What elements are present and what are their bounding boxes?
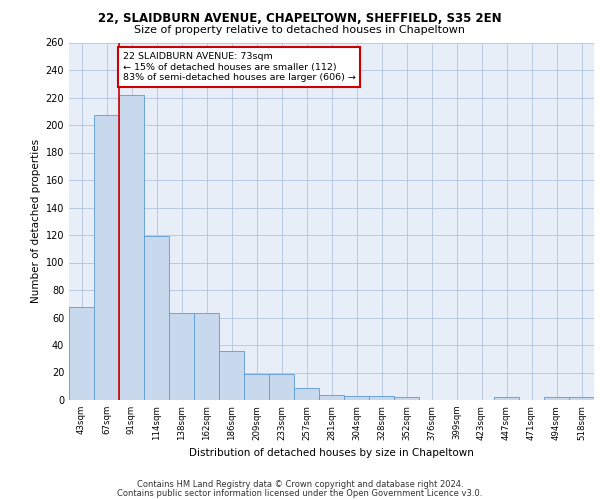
Bar [269,374,294,400]
Bar [169,314,194,400]
Bar [344,396,369,400]
Bar [94,116,119,400]
Bar [244,374,269,400]
Bar [319,394,344,400]
Bar [219,350,244,400]
Text: Size of property relative to detached houses in Chapeltown: Size of property relative to detached ho… [134,25,466,35]
Text: Contains HM Land Registry data © Crown copyright and database right 2024.: Contains HM Land Registry data © Crown c… [137,480,463,489]
Bar [69,306,94,400]
Text: Contains public sector information licensed under the Open Government Licence v3: Contains public sector information licen… [118,488,482,498]
Bar [144,236,169,400]
Y-axis label: Number of detached properties: Number of detached properties [31,139,41,304]
Bar [294,388,319,400]
Bar [569,397,594,400]
Bar [394,397,419,400]
Bar [119,95,144,400]
Text: 22 SLAIDBURN AVENUE: 73sqm
← 15% of detached houses are smaller (112)
83% of sem: 22 SLAIDBURN AVENUE: 73sqm ← 15% of deta… [123,52,356,82]
Bar [369,396,394,400]
Bar [194,314,219,400]
Bar [544,397,569,400]
Bar [494,397,519,400]
X-axis label: Distribution of detached houses by size in Chapeltown: Distribution of detached houses by size … [189,448,474,458]
Text: 22, SLAIDBURN AVENUE, CHAPELTOWN, SHEFFIELD, S35 2EN: 22, SLAIDBURN AVENUE, CHAPELTOWN, SHEFFI… [98,12,502,26]
